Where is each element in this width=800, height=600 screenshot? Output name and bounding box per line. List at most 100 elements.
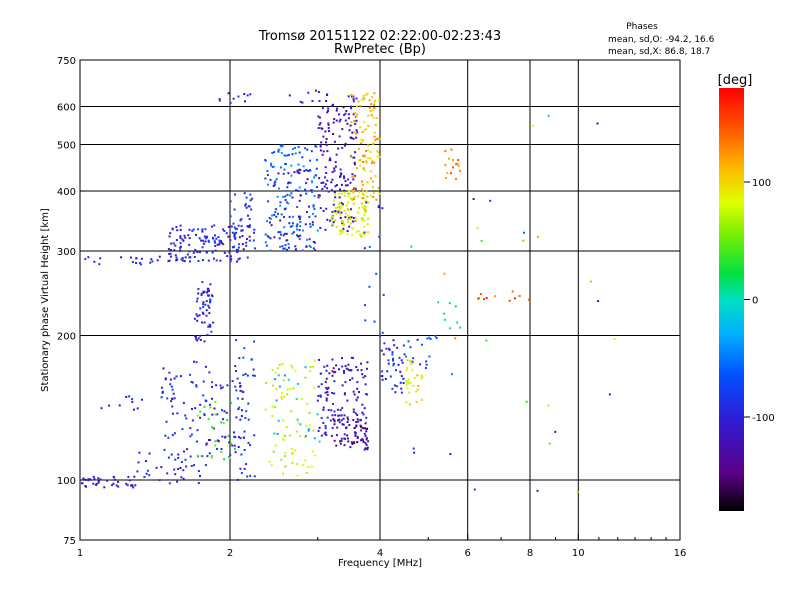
echo-point	[284, 154, 287, 157]
echo-point	[420, 377, 423, 380]
echo-point	[369, 157, 372, 160]
echo-point	[320, 434, 323, 437]
echo-point	[196, 319, 199, 322]
echo-point	[134, 484, 137, 487]
echo-point	[352, 113, 355, 116]
echo-point	[347, 368, 350, 371]
echo-point	[351, 173, 354, 176]
echo-point	[359, 233, 362, 236]
y-tick-label: 500	[57, 141, 76, 152]
echo-point	[338, 202, 341, 204]
echo-point	[353, 163, 356, 166]
echo-point	[576, 491, 579, 494]
echo-point	[480, 239, 483, 242]
echo-point	[240, 229, 243, 232]
echo-point	[326, 94, 328, 96]
echo-point	[125, 482, 128, 485]
echo-point	[285, 426, 288, 428]
echo-point	[410, 360, 413, 362]
echo-point	[394, 391, 397, 394]
echo-point	[356, 396, 359, 399]
echo-point	[350, 197, 352, 200]
echo-point	[347, 113, 350, 116]
echo-point	[421, 375, 424, 378]
echo-point	[451, 159, 454, 162]
echo-point	[241, 397, 244, 400]
echo-point	[319, 395, 322, 398]
echo-point	[283, 216, 285, 218]
echo-point	[230, 402, 233, 405]
echo-point	[416, 374, 419, 377]
echo-point	[297, 382, 300, 385]
echo-point	[326, 388, 329, 391]
echo-point	[208, 452, 211, 455]
echo-point	[223, 458, 226, 461]
echo-point	[210, 330, 213, 333]
echo-point	[322, 421, 325, 424]
echo-point	[297, 421, 300, 424]
echo-point	[290, 452, 293, 455]
echo-point	[216, 447, 218, 450]
echo-point	[391, 387, 394, 390]
echo-point	[312, 212, 314, 215]
echo-point	[200, 294, 203, 297]
echo-point	[408, 381, 411, 384]
echo-point	[242, 356, 245, 359]
echo-point	[299, 423, 302, 426]
echo-point	[143, 476, 146, 478]
echo-point	[367, 144, 370, 147]
echo-point	[162, 367, 165, 370]
echo-point	[196, 339, 199, 342]
echo-point	[364, 128, 367, 130]
echo-point	[326, 416, 329, 419]
echo-point	[333, 410, 336, 413]
echo-point	[338, 135, 341, 138]
echo-point	[354, 412, 357, 415]
echo-point	[164, 434, 167, 437]
echo-point	[282, 172, 285, 175]
echo-point	[195, 233, 197, 236]
echo-point	[326, 187, 329, 190]
echo-point	[353, 195, 356, 198]
echo-point	[168, 235, 171, 238]
echo-point	[362, 167, 365, 170]
echo-point	[353, 174, 356, 177]
echo-point	[179, 224, 182, 227]
echo-point	[347, 363, 350, 366]
echo-point	[352, 198, 355, 200]
echo-point	[99, 257, 102, 260]
echo-point	[149, 261, 152, 264]
x-axis: 1 2 4 6 8 10 16	[77, 534, 686, 559]
echo-point	[375, 272, 378, 275]
echo-point	[267, 183, 270, 186]
echo-point	[278, 148, 281, 151]
echo-point	[82, 477, 85, 480]
echo-point	[342, 423, 345, 426]
echo-point	[360, 429, 363, 432]
echo-point	[167, 456, 170, 459]
echo-point	[424, 367, 427, 369]
echo-point	[282, 234, 285, 237]
echo-point	[206, 291, 209, 294]
echo-point	[335, 434, 338, 437]
echo-point	[346, 122, 349, 125]
echo-point	[322, 408, 325, 411]
echo-point	[425, 363, 428, 366]
echo-point	[245, 241, 248, 244]
echo-point	[342, 203, 344, 206]
echo-point	[227, 92, 230, 95]
echo-point	[346, 184, 349, 187]
echo-point	[194, 407, 197, 410]
echo-point	[457, 164, 460, 167]
echo-point	[177, 453, 180, 456]
echo-point	[168, 253, 171, 255]
echo-point	[317, 196, 320, 199]
echo-point	[328, 372, 331, 375]
echo-point	[339, 168, 342, 171]
echo-point	[364, 304, 366, 307]
echo-point	[341, 229, 344, 232]
echo-point	[170, 255, 172, 258]
echo-point	[215, 384, 218, 387]
echo-point	[167, 248, 170, 251]
echo-point	[267, 200, 270, 203]
